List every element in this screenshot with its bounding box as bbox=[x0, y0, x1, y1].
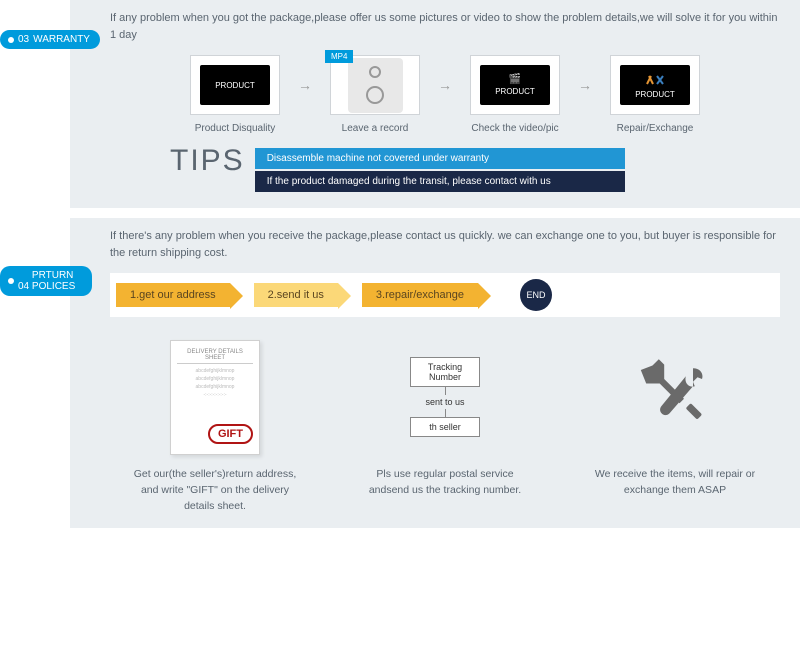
flow-label: Repair/Exchange bbox=[600, 123, 710, 134]
detail-text: Get our(the seller's)return address, and… bbox=[130, 467, 300, 514]
flow-label: Leave a record bbox=[320, 123, 430, 134]
arrow-icon: → bbox=[298, 77, 312, 93]
tips-row: TIPS Disassemble machine not covered und… bbox=[170, 144, 780, 194]
flow-item: 🎬PRODUCT Check the video/pic bbox=[460, 55, 570, 134]
arrow-icon: → bbox=[578, 77, 592, 93]
return-label: 04 PRTURN POLICES bbox=[0, 266, 92, 296]
tip-bar: Disassemble machine not covered under wa… bbox=[255, 148, 625, 169]
flow-item: PRODUCT Repair/Exchange bbox=[600, 55, 710, 134]
tips-bars: Disassemble machine not covered under wa… bbox=[255, 148, 780, 194]
arrow-flow: 1.get our address 2.send it us 3.repair/… bbox=[110, 273, 780, 317]
detail-text: Pls use regular postal service andsend u… bbox=[360, 467, 530, 499]
return-num: 04 bbox=[18, 281, 29, 292]
arrow-icon: → bbox=[438, 77, 452, 93]
warranty-section: 03 WARRANTY If any problem when you got … bbox=[0, 0, 800, 208]
flow-item: PRODUCT Product Disquality bbox=[180, 55, 290, 134]
flow-item: MP4 Leave a record bbox=[320, 55, 430, 134]
warranty-label: 03 WARRANTY bbox=[0, 30, 100, 49]
detail-item: DELIVERY DETAILS SHEET abcdefghijklmnop … bbox=[130, 337, 300, 514]
tracking-diagram: Tracking Number sent to us th seller bbox=[410, 357, 480, 437]
detail-text: We receive the items, will repair or exc… bbox=[590, 467, 760, 499]
tip-bar: If the product damaged during the transi… bbox=[255, 171, 625, 192]
delivery-sheet-icon: DELIVERY DETAILS SHEET abcdefghijklmnop … bbox=[170, 340, 260, 455]
return-section: 04 PRTURN POLICES If there's any problem… bbox=[0, 218, 800, 528]
mp4-badge: MP4 bbox=[325, 50, 353, 63]
detail-row: DELIVERY DETAILS SHEET abcdefghijklmnop … bbox=[110, 337, 780, 514]
flow-label: Product Disquality bbox=[180, 123, 290, 134]
arrow-step: 1.get our address bbox=[116, 283, 230, 307]
warranty-title: WARRANTY bbox=[33, 34, 90, 45]
arrow-step: 2.send it us bbox=[254, 283, 338, 307]
tips-title: TIPS bbox=[170, 144, 245, 178]
end-circle: END bbox=[520, 279, 552, 311]
product-screen: PRODUCT bbox=[200, 65, 270, 105]
product-screen: PRODUCT bbox=[620, 65, 690, 105]
arrow-step: 3.repair/exchange bbox=[362, 283, 478, 307]
product-screen: 🎬PRODUCT bbox=[480, 65, 550, 105]
speaker-icon bbox=[348, 58, 403, 113]
return-title: PRTURN POLICES bbox=[32, 270, 82, 292]
warranty-num: 03 bbox=[18, 34, 29, 45]
flow-label: Check the video/pic bbox=[460, 123, 570, 134]
warranty-flow: PRODUCT Product Disquality → MP4 Leave a… bbox=[110, 55, 780, 134]
detail-item: We receive the items, will repair or exc… bbox=[590, 337, 760, 514]
return-intro: If there's any problem when you receive … bbox=[110, 228, 780, 261]
return-content: If there's any problem when you receive … bbox=[70, 218, 800, 528]
tools-icon bbox=[630, 352, 720, 442]
warranty-intro: If any problem when you got the package,… bbox=[110, 10, 780, 43]
warranty-content: If any problem when you got the package,… bbox=[70, 0, 800, 208]
detail-item: Tracking Number sent to us th seller Pls… bbox=[360, 337, 530, 514]
gift-stamp: GIFT bbox=[208, 424, 253, 444]
